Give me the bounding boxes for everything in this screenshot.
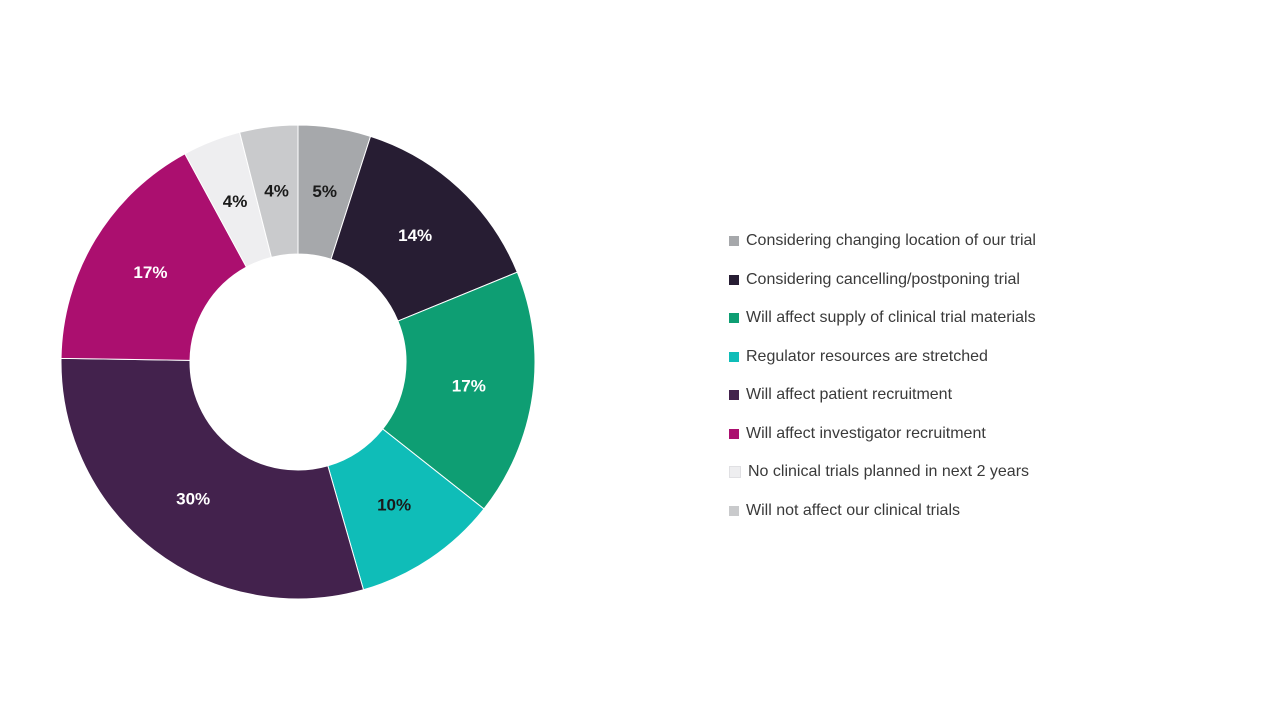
slice-data-label: 17% <box>133 263 167 282</box>
legend-label: No clinical trials planned in next 2 yea… <box>748 463 1030 481</box>
donut-slice-3 <box>382 271 536 510</box>
slice-data-label: 4% <box>264 181 289 200</box>
donut-slice-2 <box>330 135 518 322</box>
chart-legend: Considering changing location of our tri… <box>729 222 1149 530</box>
legend-label: Considering cancelling/postponing trial <box>746 270 1020 288</box>
donut-slice-5 <box>60 357 365 600</box>
legend-item: Will affect patient recruitment <box>729 376 1149 415</box>
legend-item: Considering changing location of our tri… <box>729 222 1149 261</box>
donut-chart: 5% 14% 17% 10% 30% 17% 4% 4% <box>60 124 536 600</box>
legend-label: Will affect supply of clinical trial mat… <box>746 309 1036 327</box>
legend-swatch <box>729 313 739 324</box>
slice-data-label: 10% <box>377 496 411 515</box>
donut-slice-6 <box>60 153 248 361</box>
legend-swatch <box>729 274 739 285</box>
legend-label: Will affect investigator recruitment <box>746 424 986 442</box>
legend-item: Considering cancelling/postponing trial <box>729 261 1149 300</box>
legend-label: Will affect patient recruitment <box>746 386 953 404</box>
legend-swatch <box>729 428 739 439</box>
slice-data-label: 17% <box>452 377 486 396</box>
legend-item: Will affect investigator recruitment <box>729 415 1149 454</box>
legend-label: Regulator resources are stretched <box>746 347 988 365</box>
slice-data-label: 14% <box>398 226 432 245</box>
legend-item: No clinical trials planned in next 2 yea… <box>729 453 1149 492</box>
legend-swatch <box>729 351 739 362</box>
legend-swatch <box>729 505 739 516</box>
legend-item: Will affect supply of clinical trial mat… <box>729 299 1149 338</box>
legend-item: Will not affect our clinical trials <box>729 492 1149 531</box>
legend-swatch <box>729 390 739 401</box>
legend-label: Will not affect our clinical trials <box>746 501 960 519</box>
slice-data-label: 4% <box>223 192 248 211</box>
legend-item: Regulator resources are stretched <box>729 338 1149 377</box>
legend-swatch <box>729 466 741 479</box>
legend-label: Considering changing location of our tri… <box>746 232 1036 250</box>
donut-slice-8 <box>239 124 299 258</box>
slice-data-label: 5% <box>312 182 337 201</box>
legend-swatch <box>729 236 739 247</box>
slice-data-label: 30% <box>176 489 210 508</box>
